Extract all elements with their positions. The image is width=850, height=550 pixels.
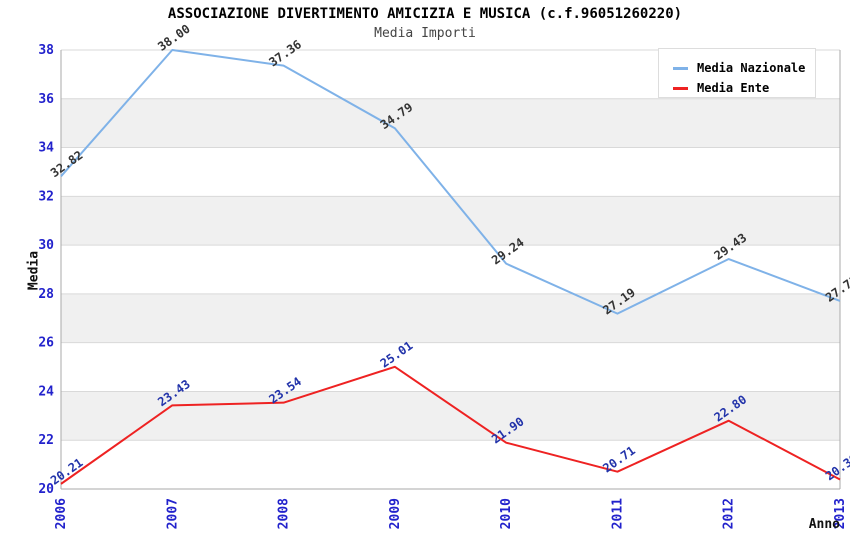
x-tick-label: 2008: [277, 498, 292, 529]
plot-band: [61, 391, 840, 441]
y-tick-label: 38: [38, 43, 54, 58]
plot-band: [61, 98, 840, 148]
y-tick-label: 22: [38, 433, 54, 448]
media-ente-line-icon: [673, 86, 688, 90]
chart-subtitle: Media Importi: [374, 26, 476, 41]
y-tick-label: 30: [38, 238, 54, 253]
legend-label-media-ente: Media Ente: [697, 81, 770, 95]
y-tick-label: 34: [38, 141, 54, 156]
y-tick-label: 36: [38, 92, 54, 107]
y-tick-label: 28: [38, 287, 54, 302]
x-tick-label: 2009: [388, 498, 403, 529]
x-tick-label: 2013: [833, 498, 848, 529]
legend-label-media-nazionale: Media Nazionale: [697, 61, 806, 75]
data-label: 20.39: [823, 451, 850, 483]
legend-item-media-nazionale: Media Nazionale: [673, 58, 815, 78]
x-tick-label: 2012: [722, 498, 737, 529]
y-tick-label: 24: [38, 384, 54, 399]
series-line-media-ente: [60, 365, 841, 485]
y-tick-label: 32: [38, 189, 54, 204]
legend-item-media-ente: Media Ente: [673, 78, 815, 98]
data-label: 38.00: [155, 22, 193, 54]
y-tick-label: 26: [38, 336, 54, 351]
y-tick-label: 20: [38, 482, 54, 497]
y-axis-title: Media: [26, 250, 42, 291]
x-tick-label: 2011: [610, 498, 625, 529]
chart-title: ASSOCIAZIONE DIVERTIMENTO AMICIZIA E MUS…: [167, 6, 683, 22]
chart-legend: Media Nazionale Media Ente: [658, 48, 816, 98]
data-label: 37.36: [266, 37, 304, 69]
data-label: 27.71: [823, 273, 850, 305]
x-tick-label: 2010: [499, 498, 514, 529]
data-label: 25.01: [378, 338, 416, 370]
x-axis-title: Anno: [808, 517, 840, 532]
media-nazionale-line-icon: [673, 66, 688, 70]
x-tick-label: 2006: [54, 498, 69, 529]
x-tick-label: 2007: [165, 498, 180, 529]
series-line-media-nazionale: [60, 49, 841, 315]
plot-band: [61, 196, 840, 246]
plot-band: [61, 293, 840, 343]
